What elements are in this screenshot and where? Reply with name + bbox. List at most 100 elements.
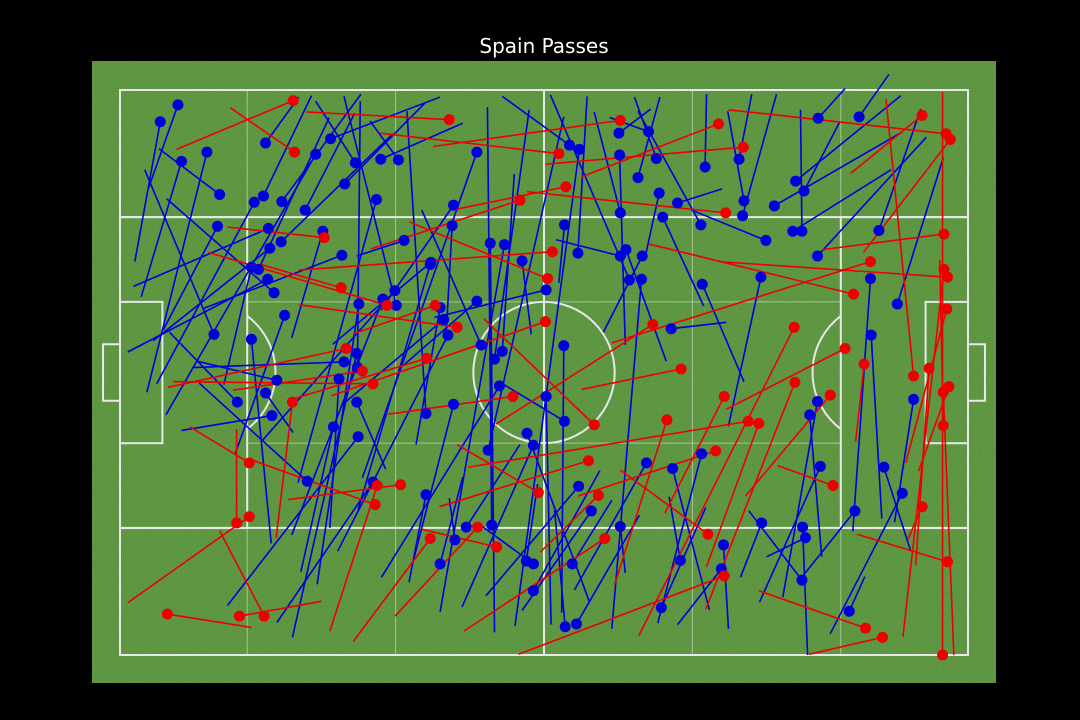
- pass-end-unsuccessful: [702, 529, 713, 540]
- pass-end-unsuccessful: [540, 316, 551, 327]
- pass-end-unsuccessful: [719, 570, 730, 581]
- pass-end-successful: [675, 555, 686, 566]
- pass-end-successful: [328, 421, 339, 432]
- pass-end-successful: [787, 226, 798, 237]
- pass-end-unsuccessful: [425, 533, 436, 544]
- pass-end-unsuccessful: [491, 541, 502, 552]
- pass-end-successful: [176, 156, 187, 167]
- pass-end-successful: [155, 116, 166, 127]
- pass-end-successful: [351, 348, 362, 359]
- pass-end-unsuccessful: [288, 95, 299, 106]
- pass-end-unsuccessful: [395, 479, 406, 490]
- pass-end-unsuccessful: [560, 181, 571, 192]
- pass-end-successful: [624, 274, 635, 285]
- pass-end-successful: [528, 585, 539, 596]
- pass-end-successful: [353, 431, 364, 442]
- pass-end-successful: [334, 373, 345, 384]
- pass-end-unsuccessful: [547, 246, 558, 257]
- pass-end-successful: [212, 221, 223, 232]
- pass-end-unsuccessful: [676, 363, 687, 374]
- pass-end-successful: [266, 410, 277, 421]
- pass-end-unsuccessful: [452, 322, 463, 333]
- pass-end-successful: [279, 310, 290, 321]
- pass-end-successful: [559, 416, 570, 427]
- pass-end-successful: [264, 243, 275, 254]
- pass-end-unsuccessful: [710, 445, 721, 456]
- pass-end-successful: [656, 602, 667, 613]
- pass-end-unsuccessful: [370, 499, 381, 510]
- pass-end-unsuccessful: [917, 501, 928, 512]
- pass-end-successful: [517, 255, 528, 266]
- pass-end-successful: [461, 522, 472, 533]
- pass-end-successful: [302, 476, 313, 487]
- pass-end-successful: [371, 194, 382, 205]
- pass-end-successful: [567, 558, 578, 569]
- pass-end-successful: [797, 522, 808, 533]
- pass-end-successful: [897, 488, 908, 499]
- pass-end-successful: [246, 334, 257, 345]
- pass-end-unsuccessful: [840, 343, 851, 354]
- pass-end-unsuccessful: [583, 455, 594, 466]
- pass-end-successful: [790, 176, 801, 187]
- pass-end-successful: [336, 250, 347, 261]
- pass-end-successful: [300, 205, 311, 216]
- pass-end-successful: [483, 445, 494, 456]
- pass-end-unsuccessful: [713, 118, 724, 129]
- pass-end-successful: [393, 154, 404, 165]
- pass-end-successful: [560, 621, 571, 632]
- pass-end-successful: [813, 113, 824, 124]
- pass-end-unsuccessful: [444, 114, 455, 125]
- pass-end-successful: [485, 238, 496, 249]
- pass-end-successful: [201, 147, 212, 158]
- pass-end-unsuccessful: [357, 366, 368, 377]
- pass-end-successful: [654, 188, 665, 199]
- pass-end-unsuccessful: [908, 371, 919, 382]
- pass-end-successful: [574, 144, 585, 155]
- pass-end-successful: [737, 210, 748, 221]
- pass-end-successful: [908, 394, 919, 405]
- pass-end-successful: [738, 195, 749, 206]
- pass-end-successful: [697, 279, 708, 290]
- pass-end-successful: [564, 140, 575, 151]
- pass-end-unsuccessful: [507, 391, 518, 402]
- pass-end-successful: [310, 149, 321, 160]
- pass-end-successful: [269, 287, 280, 298]
- pass-end-unsuccessful: [848, 289, 859, 300]
- pass-end-successful: [760, 235, 771, 246]
- pass-end-successful: [339, 178, 350, 189]
- pass-end-successful: [636, 274, 647, 285]
- pass-end-successful: [448, 399, 459, 410]
- pass-end-successful: [815, 461, 826, 472]
- pass-end-unsuccessful: [341, 343, 352, 354]
- pass-end-successful: [522, 428, 533, 439]
- pass-end-successful: [641, 457, 652, 468]
- pass-end-successful: [632, 172, 643, 183]
- pass-end-unsuccessful: [938, 387, 949, 398]
- pass-end-successful: [260, 387, 271, 398]
- pass-end-unsuccessful: [719, 391, 730, 402]
- pass-end-unsuccessful: [942, 272, 953, 283]
- pass-end-successful: [399, 235, 410, 246]
- pass-end-successful: [442, 330, 453, 341]
- pass-end-successful: [497, 346, 508, 357]
- pass-end-unsuccessful: [259, 611, 270, 622]
- pass-end-successful: [262, 274, 273, 285]
- pass-end-successful: [651, 153, 662, 164]
- pass-end-unsuccessful: [372, 480, 383, 491]
- pass-end-successful: [528, 558, 539, 569]
- pass-end-successful: [258, 190, 269, 201]
- pass-end-successful: [572, 248, 583, 259]
- pass-end-successful: [844, 606, 855, 617]
- pass-end-unsuccessful: [789, 377, 800, 388]
- pass-end-successful: [476, 339, 487, 350]
- pass-end-unsuccessful: [162, 609, 173, 620]
- pass-end-successful: [718, 539, 729, 550]
- pass-end-successful: [812, 396, 823, 407]
- pass-end-unsuccessful: [599, 533, 610, 544]
- pass-end-successful: [447, 220, 458, 231]
- pass-end-successful: [796, 575, 807, 586]
- pass-end-unsuccessful: [938, 420, 949, 431]
- pass-end-unsuccessful: [514, 195, 525, 206]
- pass-end-successful: [260, 137, 271, 148]
- pass-end-unsuccessful: [336, 282, 347, 293]
